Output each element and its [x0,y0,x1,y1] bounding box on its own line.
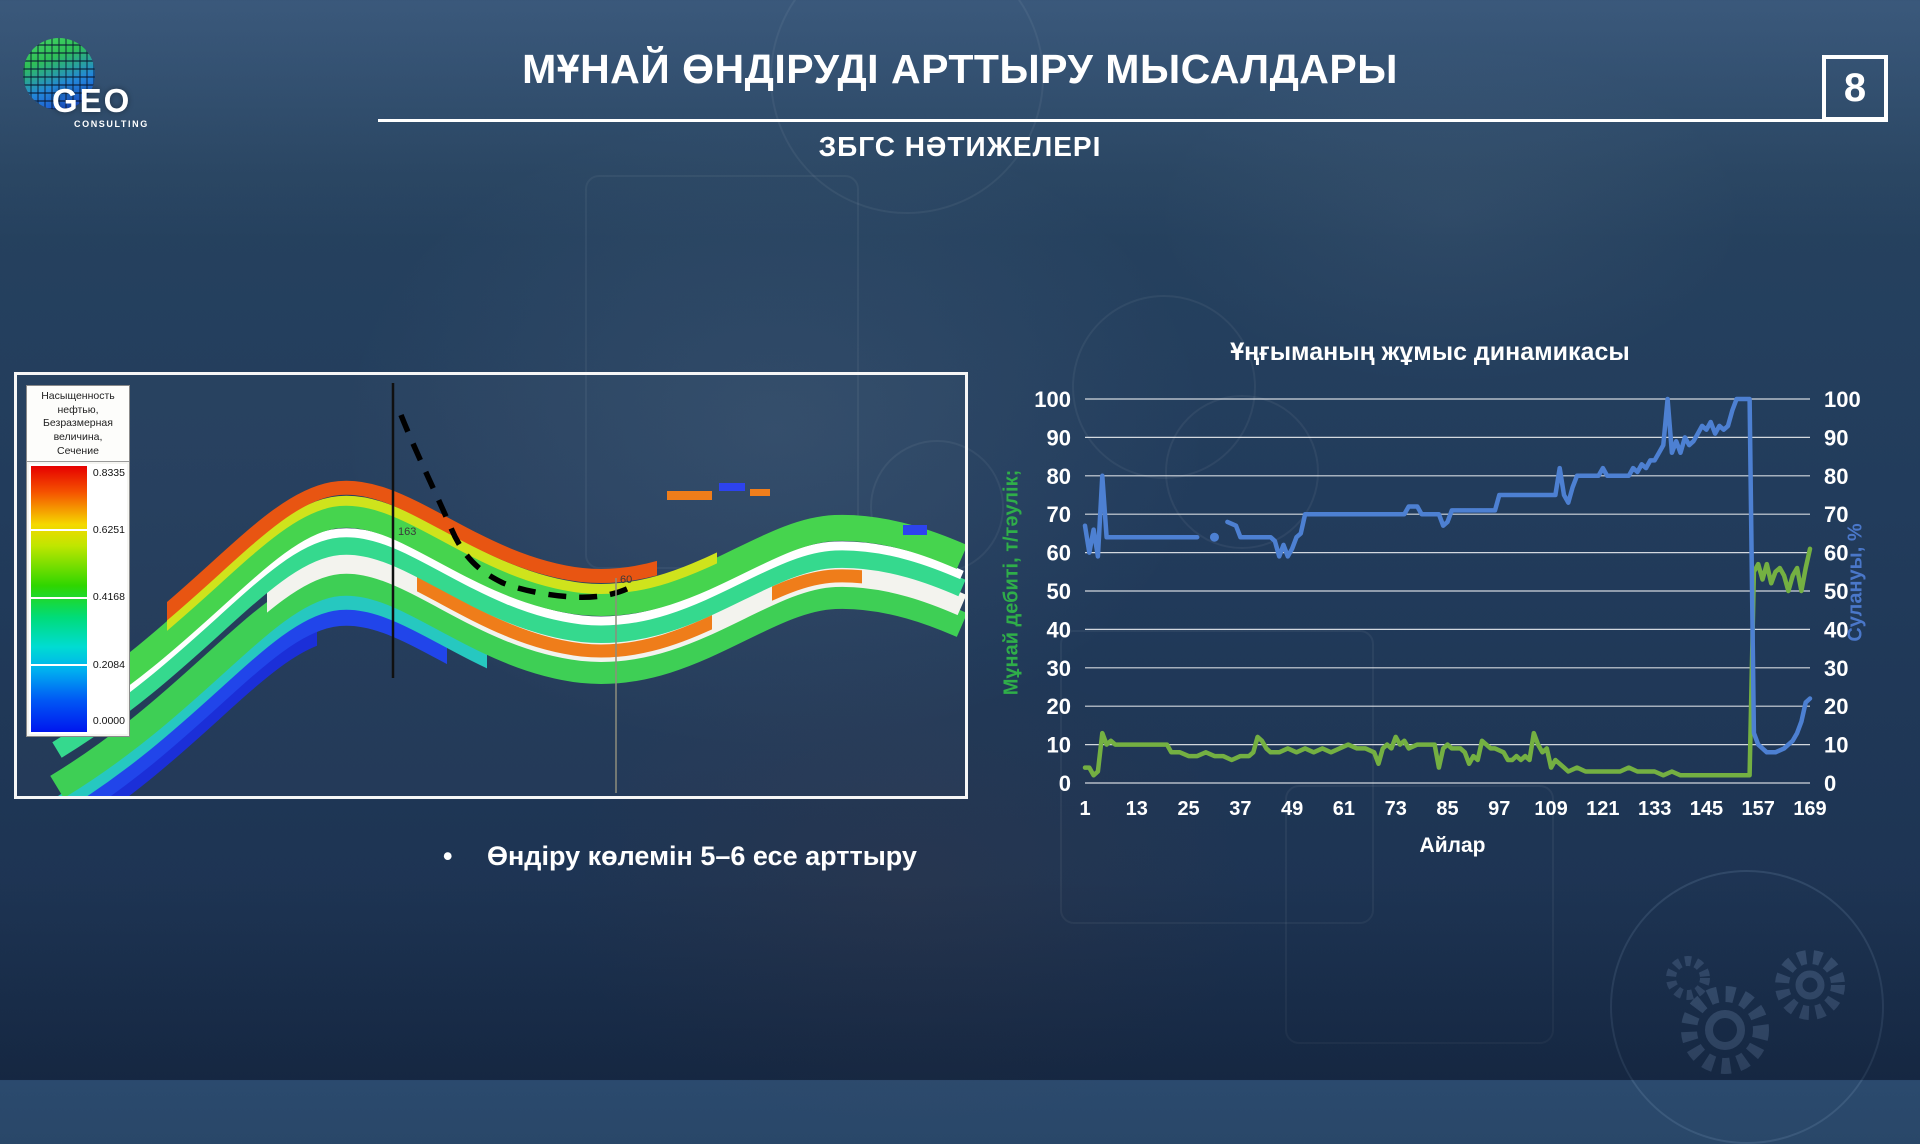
y-tick-right: 20 [1824,694,1848,719]
strata-band [50,569,965,796]
x-tick: 121 [1586,798,1619,820]
strata-band [167,495,717,631]
decor-circle [1072,295,1256,479]
strata-patch [750,489,770,496]
legend-value: 0.8335 [92,466,125,479]
chart-x-axis-label: Айлар [1419,834,1486,857]
page-number-badge: 8 [1822,55,1888,121]
y-tick-right: 100 [1824,387,1861,412]
x-tick: 169 [1793,798,1826,820]
y-tick-right: 70 [1824,502,1848,527]
y-tick-left: 0 [1059,771,1071,796]
strata-band [105,630,317,796]
x-tick: 13 [1126,798,1148,820]
geo-globe-logo-icon [23,38,95,110]
x-tick: 97 [1488,798,1510,820]
x-tick: 73 [1385,798,1407,820]
y-tick-right: 10 [1824,733,1848,758]
well-dynamics-chart: 0 0 10 10 20 20 30 30 40 40 50 50 60 60 70 70 80 80 90 90 10… [1034,387,1860,820]
y-tick-right: 50 [1824,579,1848,604]
logo-sub-text: CONSULTING [74,119,149,129]
x-tick: 145 [1690,798,1723,820]
decor-rounded-rect [1285,785,1554,1044]
y-tick-left: 50 [1047,579,1071,604]
y-tick-left: 40 [1047,617,1071,642]
chart-y-axis-label-left: Мұнай дебиті, т/тәулік; [1000,469,1023,696]
x-tick: 157 [1742,798,1775,820]
series-left [1082,546,1813,778]
x-tick: 61 [1333,798,1355,820]
series-line [1225,396,1813,755]
x-tick: 85 [1436,798,1458,820]
strata-patch [903,525,927,535]
x-tick: 37 [1229,798,1251,820]
wells-group: 163 60 [391,383,633,793]
y-tick-left: 70 [1047,502,1071,527]
color-gradient-bar [31,466,87,733]
bottom-vignette [0,880,1920,1080]
well-label: 163 [398,526,416,538]
chart-title: Ұңғыманың жұмыс динамикасы [1230,338,1630,366]
page-number: 8 [1843,65,1867,110]
strata-band [772,569,862,601]
legend-value: 0.0000 [92,715,125,728]
y-tick-right: 40 [1824,617,1848,642]
strata-band [52,536,965,758]
legend-title: Насыщенность нефтью, Безразмерная величи… [27,386,129,463]
y-tick-left: 30 [1047,656,1071,681]
well-label: 60 [620,574,632,586]
series-right [1082,396,1813,755]
y-tick-left: 100 [1034,387,1071,412]
saturation-legend: Насыщенность нефтью, Безразмерная величи… [26,385,130,737]
page-title: МҰНАЙ ӨНДІРУДІ АРТТЫРУ МЫСАЛДАРЫ [522,46,1398,92]
series-line [1082,546,1813,778]
strata-patch [719,483,745,491]
legend-value: 0.6251 [92,523,125,536]
cross-section-panel: 163 60 Насыщенность нефтью, Безразмерная… [14,372,968,799]
legend-color-scale: 0.8335 0.6251 0.4168 0.2084 0.0000 [29,464,127,735]
series-gap-dot [1209,532,1219,542]
y-tick-right: 0 [1824,771,1836,796]
y-tick-left: 10 [1047,733,1071,758]
y-tick-right: 30 [1824,656,1848,681]
series-line [1082,473,1200,559]
strata-band [417,576,712,658]
strata-band [167,480,657,621]
y-tick-left: 20 [1047,694,1071,719]
chart-gridlines [1085,398,1810,784]
x-tick: 49 [1281,798,1303,820]
header-divider [378,119,1888,122]
x-tick: 25 [1177,798,1199,820]
strata-bands [50,480,965,796]
strata-band [50,501,965,731]
legend-value: 0.4168 [92,591,125,604]
x-tick: 1 [1079,798,1090,820]
strata-band [77,528,964,730]
y-tick-right: 60 [1824,541,1848,566]
chart-y-axis-label-right: Сулануы, % [1844,523,1867,642]
y-tick-right: 90 [1824,425,1848,450]
chart-tick-labels: 0 0 10 10 20 20 30 30 40 40 50 50 60 60 70 70 80 80 90 90 10… [1034,387,1860,820]
bullet-text: Өндіру көлемін 5–6 есе арттыру [487,841,917,871]
gears-icon [1666,950,1845,1074]
strata-band [57,593,487,796]
y-tick-right: 80 [1824,464,1848,489]
y-tick-left: 90 [1047,425,1071,450]
page-subtitle: ЗБГС НӘТИЖЕЛЕРІ [818,131,1102,162]
y-tick-left: 80 [1047,464,1071,489]
bullet-marker: • [443,841,453,871]
decor-rounded-rect [1060,630,1374,924]
x-tick: 109 [1534,798,1567,820]
logo-brand-text: GEO [52,82,132,119]
key-result-bullet: • Өндіру көлемін 5–6 есе арттыру [443,841,1143,872]
strata-patch [667,491,712,500]
decor-oil-drop-circle [1165,395,1319,549]
sidetrack-well-dashed-path [398,413,633,600]
strata-band [79,607,447,796]
y-tick-left: 60 [1047,541,1071,566]
cross-section-figure: 163 60 [50,383,965,796]
legend-value: 0.2084 [92,658,125,671]
x-tick: 133 [1638,798,1671,820]
